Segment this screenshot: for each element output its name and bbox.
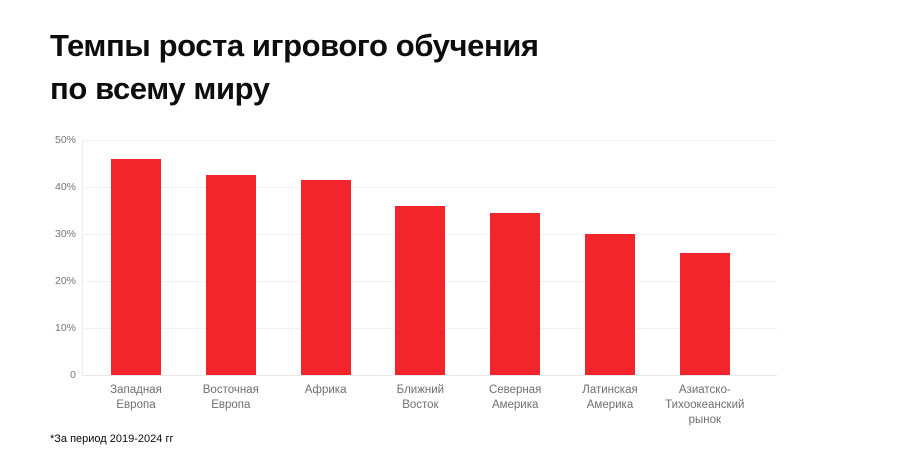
x-axis-label-line: Тихоокеанский <box>665 399 745 411</box>
x-axis-label-line: Восток <box>402 399 439 411</box>
x-axis-label-line: Европа <box>211 399 251 411</box>
x-axis-label-line: Азиатско- <box>678 384 731 396</box>
x-axis-label-line: Африка <box>304 384 347 396</box>
bar-2 <box>205 175 256 375</box>
y-axis-tick-label: 50% <box>54 134 76 146</box>
x-axis-label: Восточная Европа <box>169 383 293 413</box>
gridline <box>82 187 777 188</box>
x-axis-label-line: Западная <box>110 384 162 396</box>
page-title-line-2: по всему миру <box>50 71 270 106</box>
gridline <box>82 140 777 141</box>
x-axis-label-line: Америка <box>491 399 539 411</box>
bar-6 <box>585 234 635 375</box>
x-axis-label-line: Америка <box>586 399 634 411</box>
y-axis-tick-label: 40% <box>54 181 76 193</box>
x-axis-label-line: Ближний <box>396 384 445 396</box>
bar-5 <box>490 212 541 375</box>
x-axis-label: Северная Америка <box>453 383 577 413</box>
y-axis-tick-label: 0 <box>70 369 76 381</box>
chart-footnote: *За период 2019-2024 гг <box>50 433 174 445</box>
y-axis-tick-label: 30% <box>54 228 76 240</box>
x-axis-label: Западная Европа <box>74 383 198 413</box>
x-axis-baseline <box>82 375 777 376</box>
x-axis-label-line: Восточная <box>202 384 259 396</box>
x-axis-label-line: Европа <box>116 399 156 411</box>
x-axis-label-line: Латинская <box>582 384 638 396</box>
x-axis-label: Ближний Восток <box>358 383 482 413</box>
page-title: Темпы роста игрового обучения по всему м… <box>50 24 539 110</box>
y-axis-tick-label: 20% <box>54 275 76 287</box>
bar-1 <box>111 158 161 375</box>
x-axis-label-line: Северная <box>488 384 542 396</box>
bar-3 <box>300 179 351 375</box>
x-axis-label: Африка <box>264 383 388 398</box>
x-axis-label-line: рынок <box>688 414 722 426</box>
page-title-line-1: Темпы роста игрового обучения <box>50 28 539 63</box>
y-axis-line <box>82 140 83 375</box>
x-axis-label: Латинская Америка <box>548 383 672 413</box>
bar-7 <box>679 252 730 375</box>
y-axis-tick-label: 10% <box>54 322 76 334</box>
bar-4 <box>395 205 446 375</box>
x-axis-label: Азиатско- Тихоокеанский рынок <box>643 383 767 428</box>
